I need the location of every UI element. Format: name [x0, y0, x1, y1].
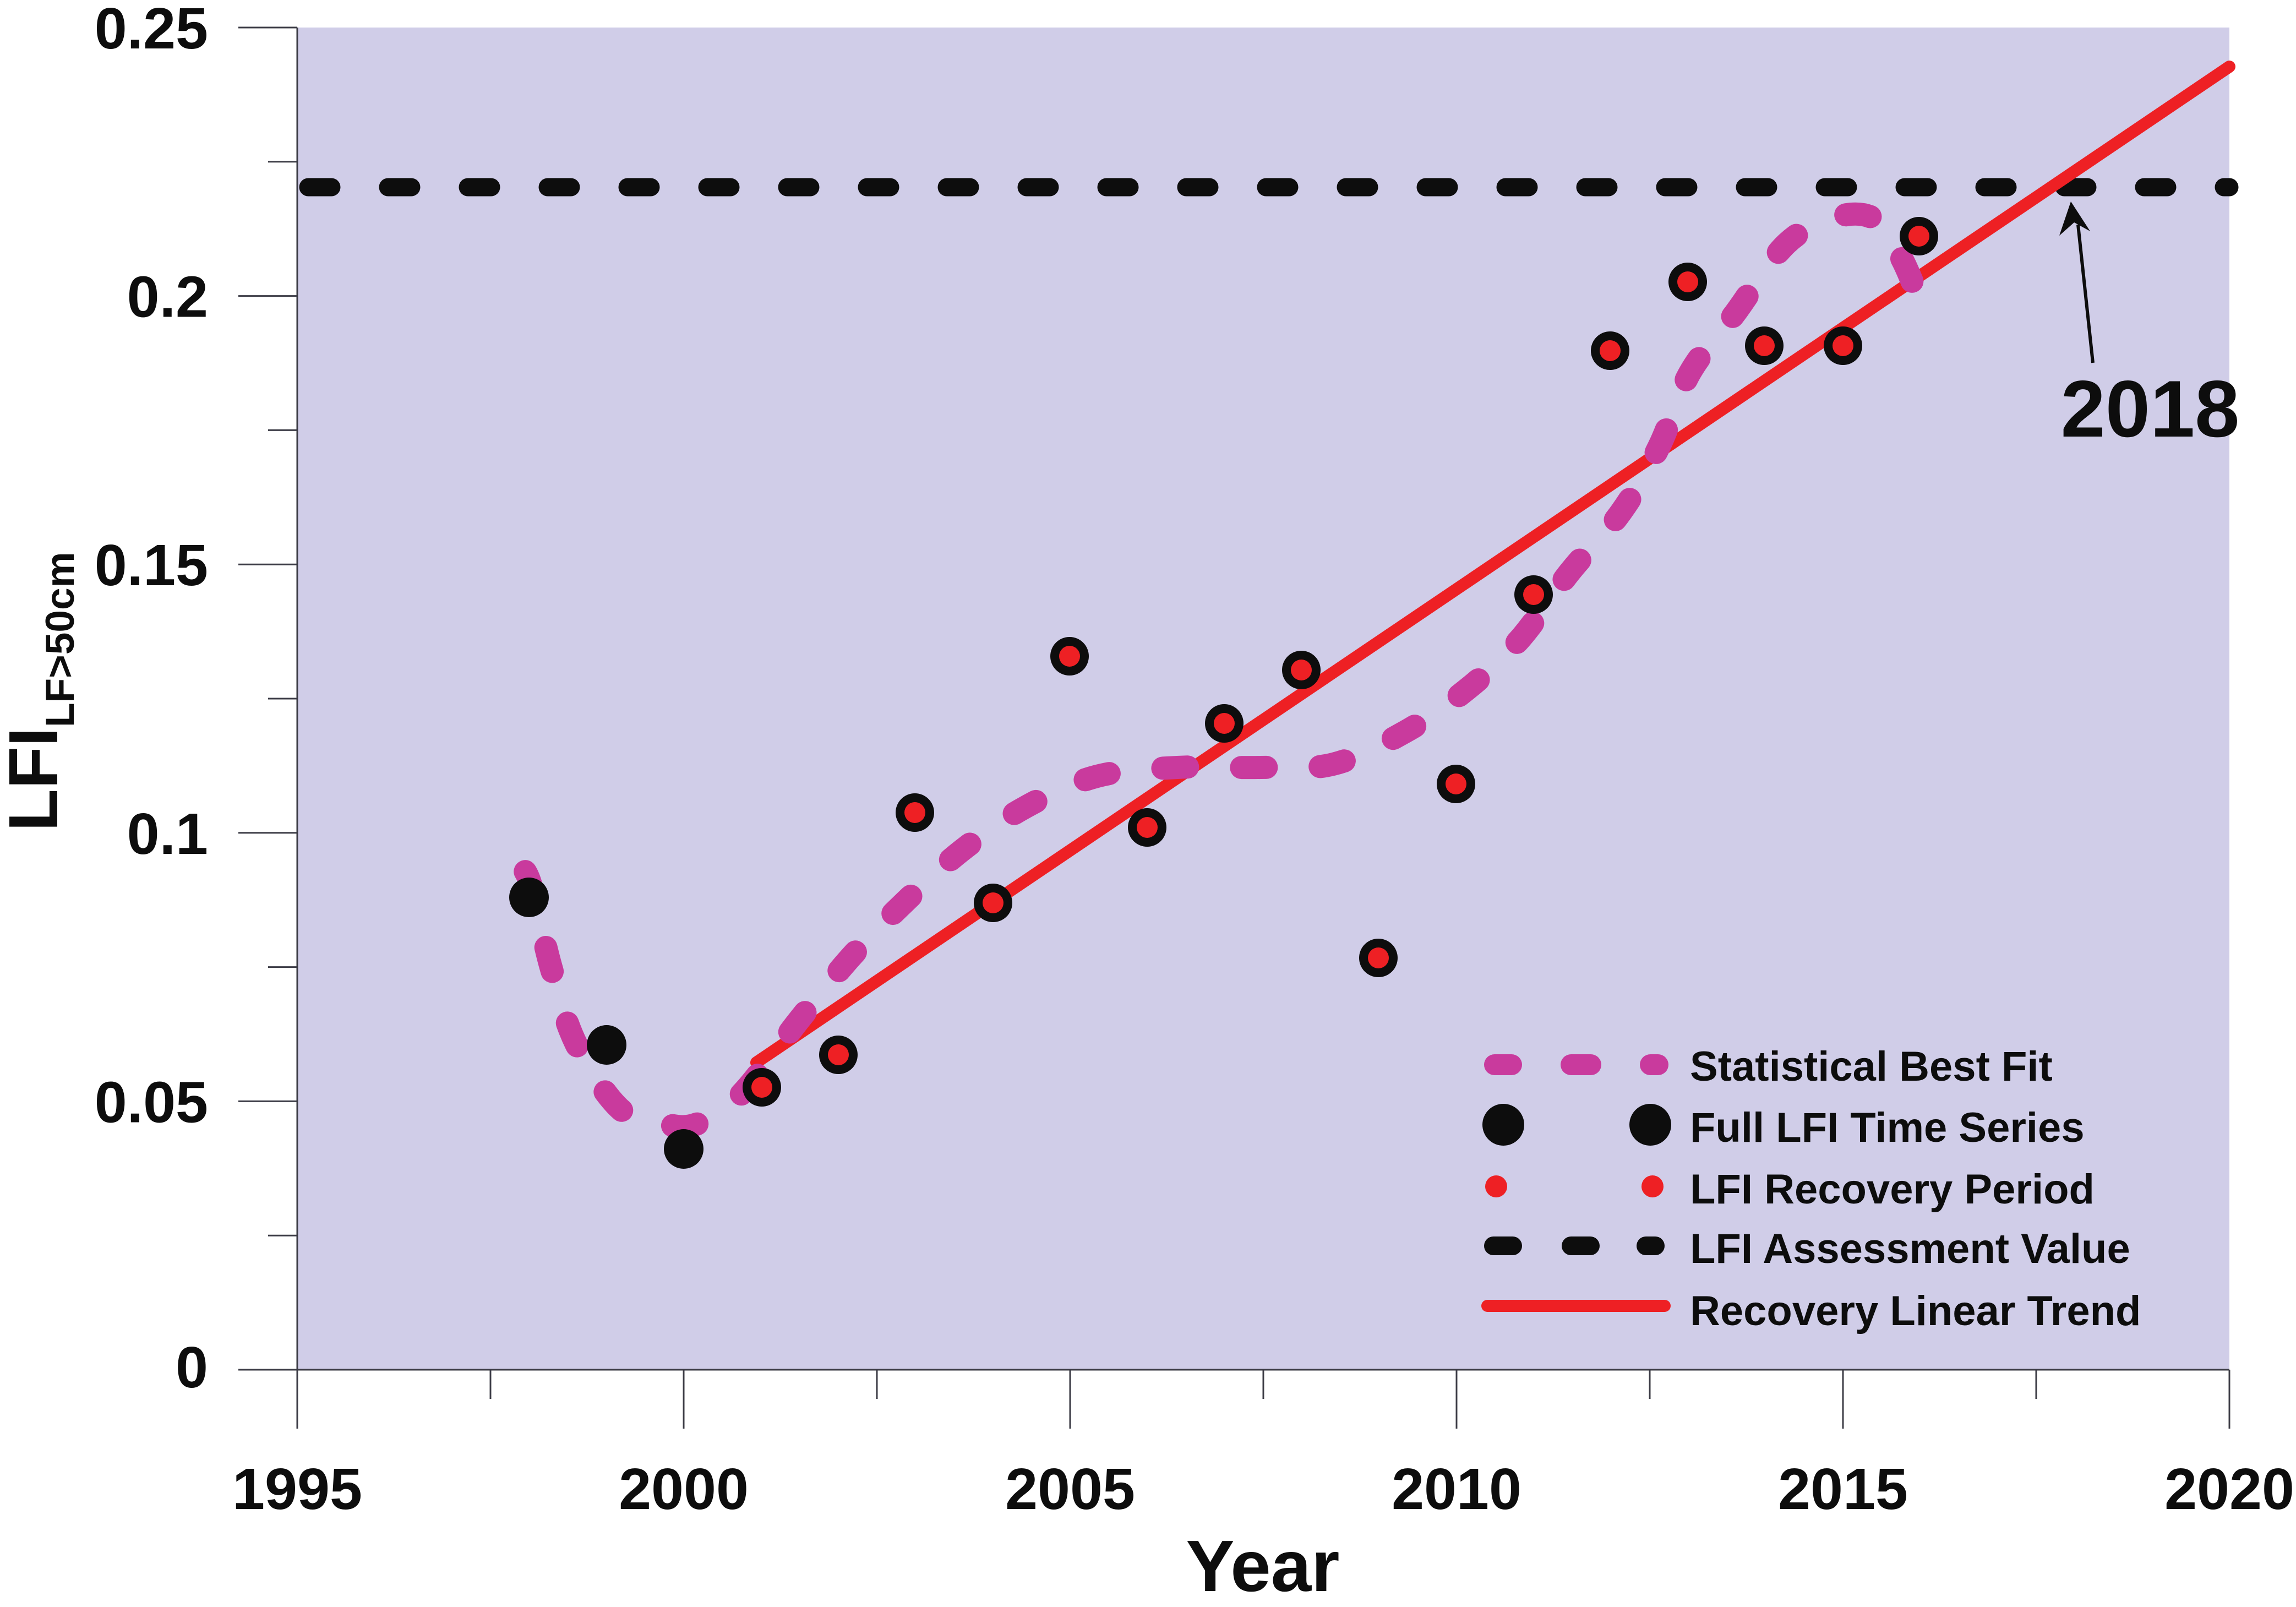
svg-text:LFI Recovery Period: LFI Recovery Period: [1690, 1166, 2095, 1213]
svg-text:Year: Year: [1186, 1526, 1340, 1606]
svg-text:2015: 2015: [1778, 1457, 1908, 1522]
svg-text:Recovery Linear Trend: Recovery Linear Trend: [1690, 1288, 2141, 1334]
svg-text:Full LFI Time Series: Full LFI Time Series: [1690, 1104, 2085, 1151]
svg-text:2020: 2020: [2164, 1457, 2294, 1522]
svg-text:0: 0: [176, 1335, 208, 1400]
svg-text:2005: 2005: [1005, 1457, 1135, 1522]
svg-text:0.1: 0.1: [127, 802, 208, 867]
svg-text:2018: 2018: [2061, 364, 2240, 454]
svg-text:1995: 1995: [232, 1457, 362, 1522]
svg-text:2010: 2010: [1392, 1457, 1521, 1522]
svg-text:2000: 2000: [619, 1457, 749, 1522]
svg-text:LFI Assessment Value: LFI Assessment Value: [1690, 1225, 2130, 1272]
svg-text:0.05: 0.05: [95, 1070, 208, 1135]
svg-text:0.15: 0.15: [95, 533, 208, 598]
svg-text:0.2: 0.2: [127, 265, 208, 330]
svg-text:Statistical Best Fit: Statistical Best Fit: [1690, 1043, 2053, 1090]
svg-text:0.25: 0.25: [95, 0, 208, 61]
